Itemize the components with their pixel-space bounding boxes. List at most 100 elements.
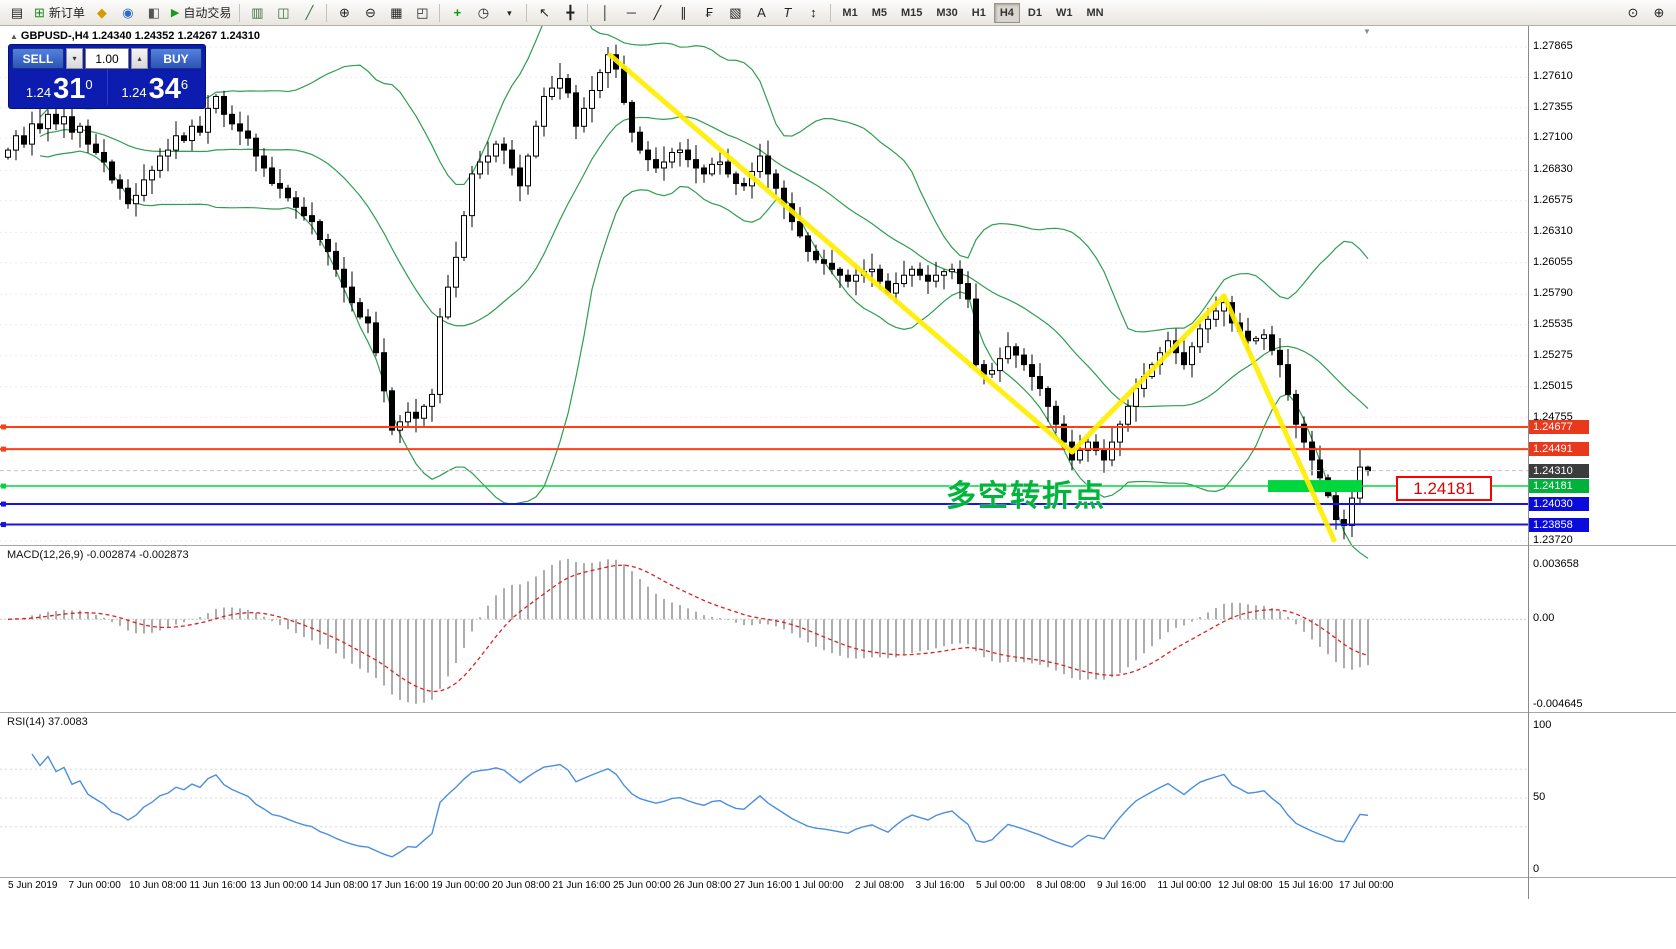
- arrows-icon: ↕: [810, 4, 817, 20]
- arrows-button[interactable]: ↕: [801, 3, 825, 23]
- grid-button[interactable]: ▦: [384, 3, 408, 23]
- timeframe-H1-button[interactable]: H1: [971, 6, 986, 19]
- tile-windows-button[interactable]: ◰: [410, 3, 434, 23]
- time-axis-label: 12 Jul 08:00: [1218, 880, 1273, 891]
- volume-up-button[interactable]: ▴: [131, 48, 148, 69]
- horizontal-line-button[interactable]: ─: [619, 3, 643, 23]
- time-axis-label: 14 Jun 08:00: [310, 880, 369, 891]
- line-handle: [1, 424, 6, 430]
- indicators-button[interactable]: +: [445, 3, 469, 23]
- macd-histogram: [15, 559, 1369, 704]
- sell-price[interactable]: 1.24 31 0: [12, 75, 107, 105]
- navigator-icon: ◉: [122, 4, 134, 20]
- price-tag: 1.24310: [1529, 463, 1589, 478]
- text-label-button[interactable]: T: [775, 3, 799, 23]
- timeframe-M1-button[interactable]: M1: [842, 6, 858, 19]
- symbol-icon: ▲: [10, 32, 18, 41]
- chart-bars-button[interactable]: ▥: [245, 3, 269, 23]
- chart-shift-marker[interactable]: ▼: [1363, 27, 1371, 36]
- timeframe-MN-button[interactable]: MN: [1086, 6, 1104, 19]
- rsi-line: [31, 753, 1369, 858]
- macd-scale-label: 0.00: [1533, 612, 1555, 625]
- line-handle: [1, 501, 6, 507]
- autotrade-button[interactable]: ▶ 自动交易: [168, 3, 234, 23]
- vertical-line-button[interactable]: │: [593, 3, 617, 23]
- volume-down-button[interactable]: ▾: [66, 48, 83, 69]
- price-tag: 1.24181: [1529, 479, 1589, 494]
- macd-signal-line: [7, 564, 1369, 693]
- timeframe-H4-button[interactable]: H4: [993, 2, 1020, 23]
- symbol-ohlc-text: GBPUSD-,H4 1.24340 1.24352 1.24267 1.243…: [20, 30, 261, 42]
- crosshair-button[interactable]: ╋: [558, 3, 582, 23]
- buy-price[interactable]: 1.24 34 6: [108, 75, 203, 105]
- trendline-button[interactable]: ╱: [645, 3, 669, 23]
- search-icon: ⊙: [1627, 4, 1639, 20]
- timeframe-W1-button[interactable]: W1: [1055, 6, 1073, 19]
- bollinger-middle-line: [39, 116, 1369, 410]
- channel-button[interactable]: ∥: [671, 3, 695, 23]
- zoom-in-button[interactable]: ⊕: [332, 3, 356, 23]
- timeframe-M30-button[interactable]: M30: [936, 6, 958, 19]
- text-label-icon: T: [783, 4, 792, 20]
- chart-candles-button[interactable]: ◫: [271, 3, 295, 23]
- timeframe-D1-button[interactable]: D1: [1027, 6, 1042, 19]
- indicators-icon: +: [453, 4, 462, 20]
- price-axis-label: 1.25275: [1533, 348, 1573, 361]
- timeframe-group: M1 M5 M15 M30 H1 H4 D1 W1 MN: [835, 2, 1110, 23]
- price-axis-label: 1.24755: [1533, 410, 1573, 423]
- sell-button[interactable]: SELL: [12, 48, 64, 69]
- fibonacci-button[interactable]: ₣: [697, 3, 721, 23]
- volume-input[interactable]: [85, 48, 129, 69]
- time-axis-label: 15 Jul 16:00: [1278, 880, 1334, 891]
- time-axis-label: 8 Jul 08:00: [1036, 880, 1086, 891]
- toolbar-separator: [239, 3, 241, 22]
- buy-button[interactable]: BUY: [150, 48, 202, 69]
- trendline-1[interactable]: [607, 52, 1075, 455]
- chevron-down-icon: ▾: [507, 7, 512, 18]
- navigator-button[interactable]: ◉: [116, 3, 140, 23]
- chart-line-button[interactable]: ╱: [297, 3, 321, 23]
- time-axis-label: 17 Jul 00:00: [1339, 880, 1394, 891]
- price-axis-label: 1.27355: [1533, 100, 1573, 113]
- trendline-2[interactable]: [1069, 293, 1227, 455]
- toolbar-separator: [587, 3, 589, 22]
- time-axis-label: 1 Jul 00:00: [794, 880, 844, 891]
- horizontal-line-icon: ─: [626, 4, 637, 20]
- price-axis-label: 1.27865: [1533, 40, 1573, 52]
- toolbar-separator: [439, 3, 441, 22]
- sell-price-sup: 0: [85, 77, 93, 92]
- timeframe-M5-button[interactable]: M5: [871, 6, 887, 19]
- toolbar: ▤ ⊞ 新订单 ◆ ◉ ◧ ▶ 自动交易 ▥ ◫ ╱ ⊕ ⊖ ▦ ◰ + ◷ ▾…: [0, 0, 1676, 26]
- price-axis-label: 1.27100: [1533, 131, 1573, 144]
- trendline-3[interactable]: [1221, 293, 1337, 543]
- cursor-button[interactable]: ↖: [532, 3, 556, 23]
- zoom-tool-button[interactable]: ⊕: [1647, 3, 1671, 23]
- rsi-scale-label: 0: [1533, 863, 1540, 875]
- shapes-button[interactable]: ▧: [723, 3, 747, 23]
- buy-price-big: 34: [148, 73, 181, 105]
- periods-button[interactable]: ◷: [471, 3, 495, 23]
- price-tag: 1.24030: [1529, 497, 1589, 512]
- line-handle: [1, 446, 6, 452]
- time-axis-label: 19 Jun 00:00: [431, 880, 490, 891]
- time-axis-label: 27 Jun 16:00: [734, 880, 792, 891]
- text-button[interactable]: A: [749, 3, 773, 23]
- terminal-button[interactable]: ◧: [142, 3, 166, 23]
- new-order-button[interactable]: ⊞ 新订单: [31, 3, 88, 23]
- zoom-out-button[interactable]: ⊖: [358, 3, 382, 23]
- search-button[interactable]: ⊙: [1621, 3, 1645, 23]
- terminal-icon: ◧: [147, 4, 161, 20]
- timeframe-M15-button[interactable]: M15: [900, 6, 923, 19]
- templates-dropdown-button[interactable]: ▾: [497, 3, 521, 23]
- macd-scale-label: 0.003658: [1533, 558, 1579, 570]
- market-watch-button[interactable]: ◆: [90, 3, 114, 23]
- price-tag: 1.24491: [1529, 442, 1589, 457]
- toolbar-separator: [830, 3, 832, 22]
- channel-icon: ∥: [680, 4, 687, 20]
- price-axis-label: 1.27610: [1533, 70, 1573, 83]
- time-axis-label: 11 Jun 16:00: [189, 880, 247, 891]
- bars-chart-icon: ▥: [251, 4, 264, 20]
- toolbar-separator: [326, 3, 328, 22]
